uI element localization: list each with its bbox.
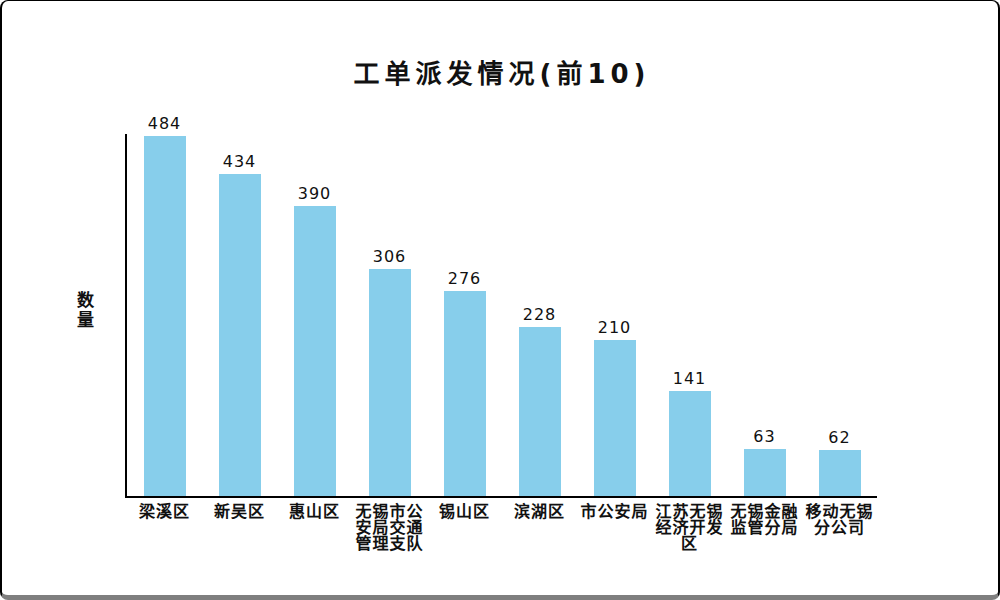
bar [819,450,861,496]
x-axis-category-label: 新吴区 [202,504,277,520]
x-axis-category-label: 江苏无锡经济开发区 [652,504,727,552]
bar-value-label: 63 [753,427,775,446]
bar-value-label: 434 [223,152,257,171]
plot-area: 4844343903062762282101416362 [125,134,877,498]
x-axis-category-label: 滨湖区 [502,504,577,520]
x-axis-labels: 梁溪区新吴区惠山区无锡市公安局交通管理支队锡山区滨湖区市公安局江苏无锡经济开发区… [127,504,877,552]
bar [744,449,786,496]
x-axis-category-label: 移动无锡分公司 [802,504,877,536]
bar-slot: 390 [277,184,352,496]
chart-title: 工单派发情况(前10) [127,53,877,90]
bar-value-label: 210 [598,318,632,337]
bar-slot: 63 [727,427,802,496]
bar-slot: 62 [802,428,877,496]
bar [369,269,411,496]
bar-value-label: 228 [523,305,557,324]
x-axis-category-label: 锡山区 [427,504,502,520]
bar-slot: 484 [127,114,202,496]
bar [444,291,486,496]
x-axis-category-label: 惠山区 [277,504,352,520]
bar [519,327,561,496]
bar [144,136,186,496]
y-axis-label: 数量 [72,291,97,331]
x-axis-category-label: 无锡金融监管分局 [727,504,802,536]
bar-slot: 228 [502,305,577,496]
bar-slot: 306 [352,247,427,496]
bar-value-label: 484 [148,114,182,133]
x-axis-category-label: 梁溪区 [127,504,202,520]
bar-slot: 434 [202,152,277,496]
x-axis-category-label: 无锡市公安局交通管理支队 [352,504,427,552]
bar [669,391,711,496]
bar-slot: 141 [652,369,727,496]
bar [294,206,336,496]
bar [594,340,636,496]
bar [219,174,261,496]
bars-container: 4844343903062762282101416362 [127,132,877,496]
chart-window: 工单派发情况(前10) 数量 484 434 390 306 276 228 210 141 6… [0,0,1000,600]
bar-value-label: 390 [298,184,332,203]
bar-value-label: 62 [828,428,850,447]
bar-slot: 276 [427,269,502,496]
x-axis-category-label: 市公安局 [577,504,652,520]
bar-value-label: 141 [673,369,707,388]
bar-value-label: 306 [373,247,407,266]
bar-value-label: 276 [448,269,482,288]
bar-slot: 210 [577,318,652,496]
